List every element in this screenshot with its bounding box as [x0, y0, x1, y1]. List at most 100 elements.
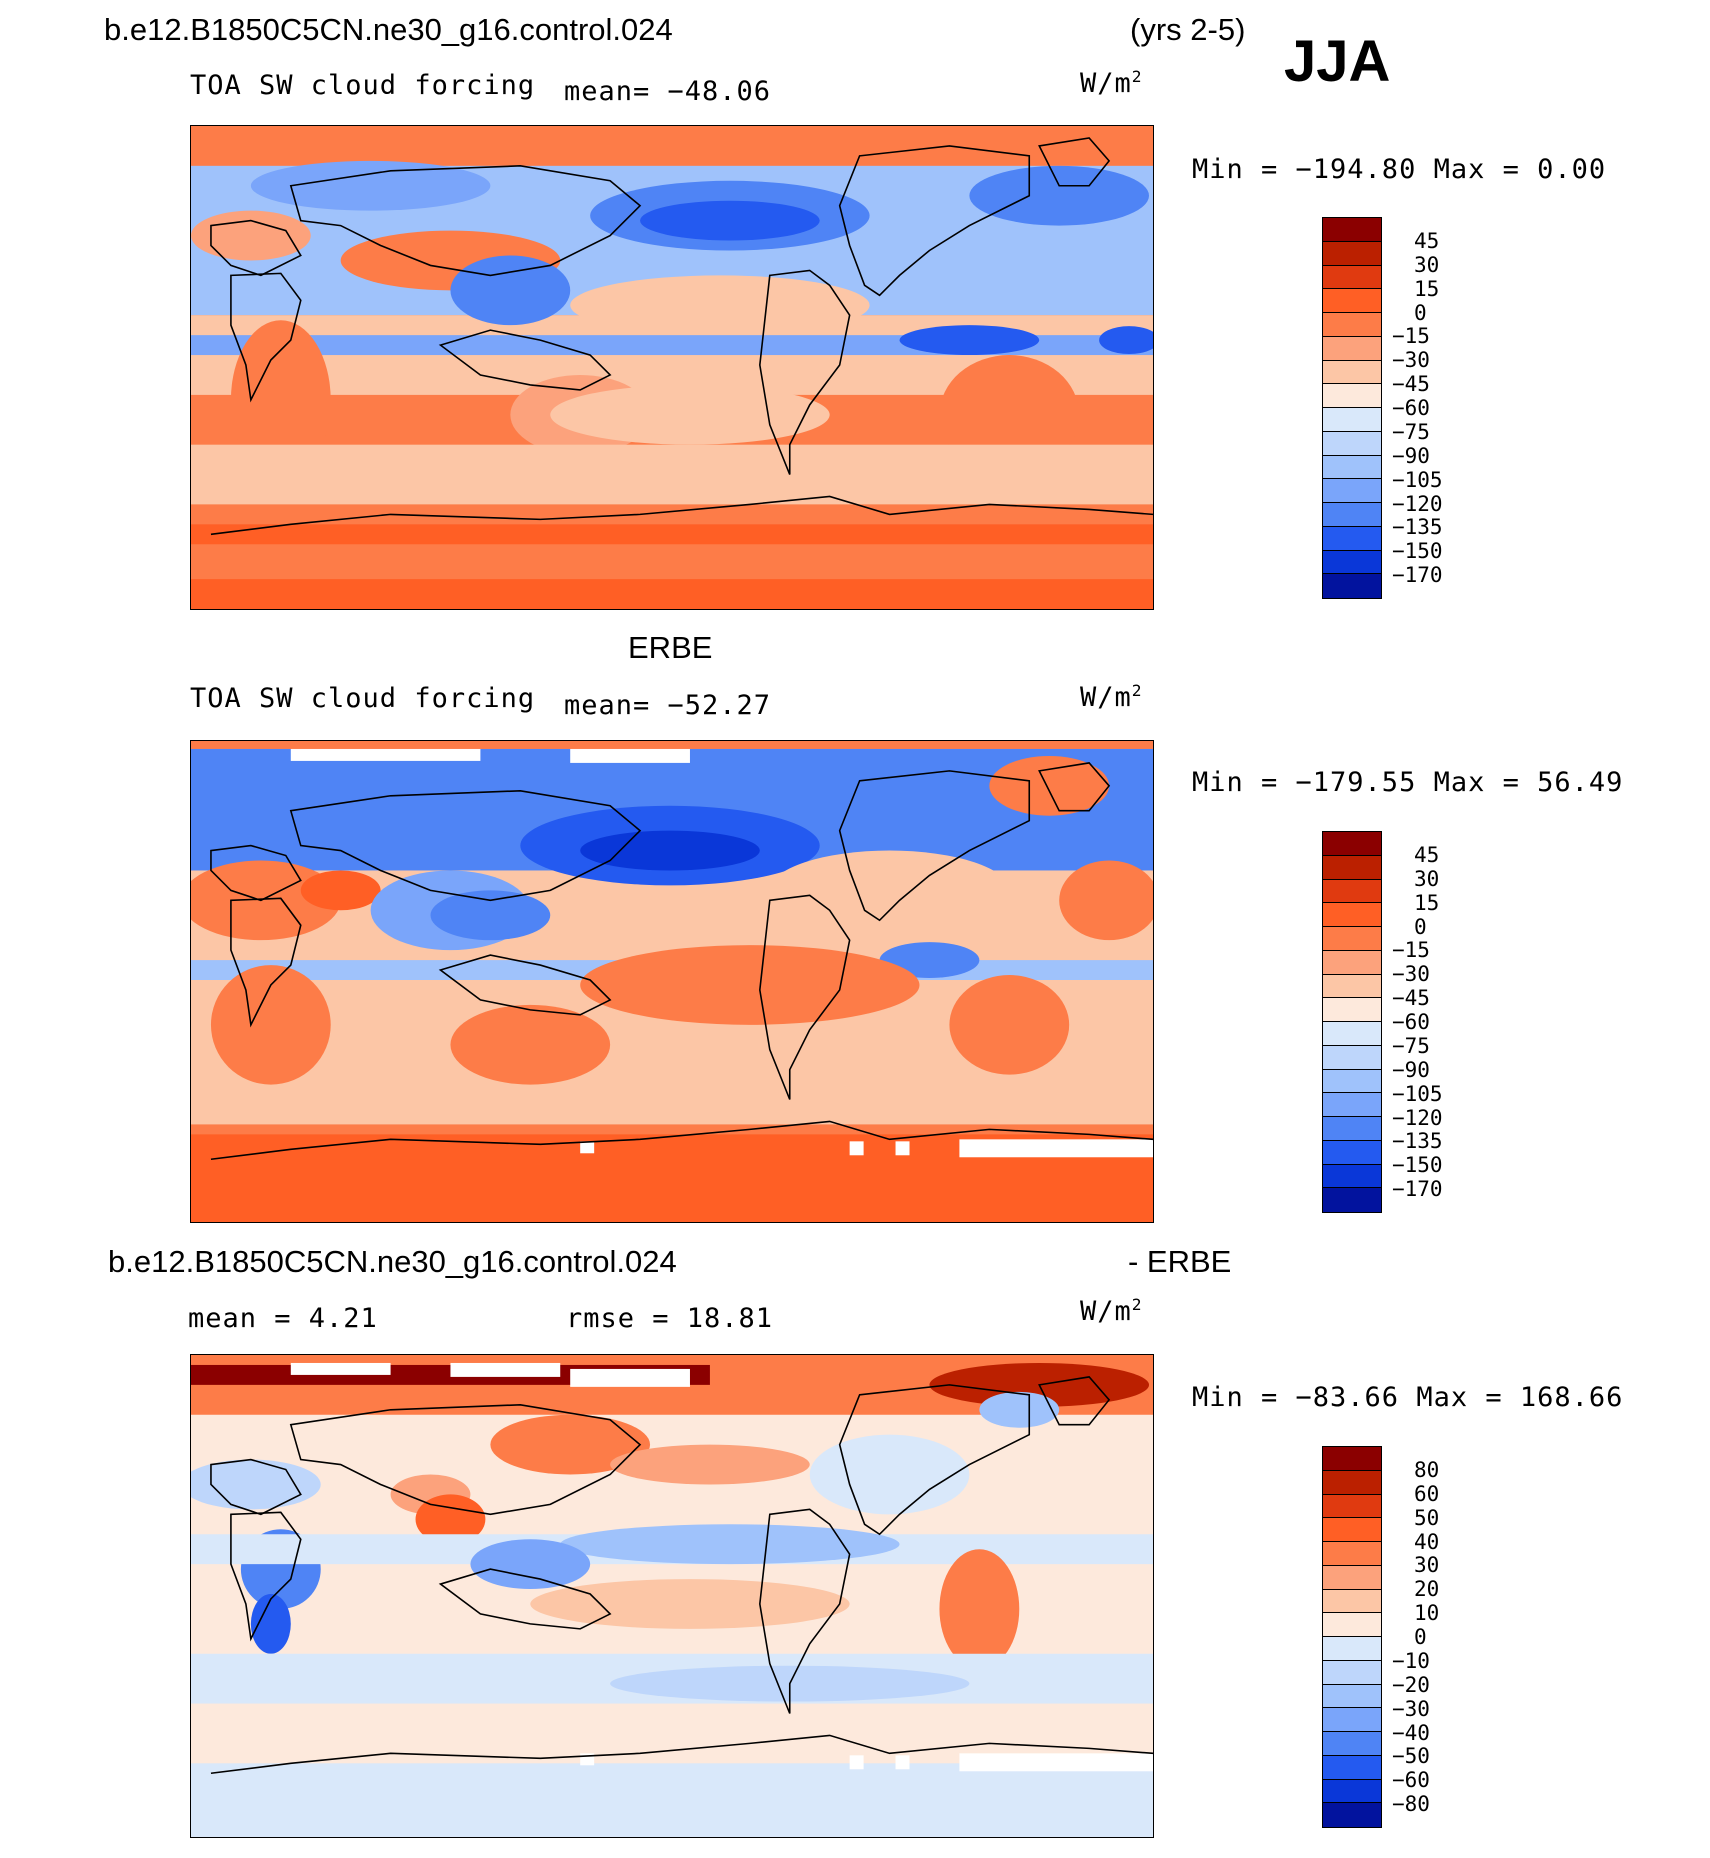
panel2-mean: mean= −52.27 [564, 690, 772, 721]
colorbar-level-label: 45 [1414, 228, 1440, 253]
panel1-colorbar-labels: 45 30 15 0 −15 −30 −45 −60 −75 −90 −105 −120 −135 −15… [1392, 217, 1512, 599]
colorbar-swatch [1323, 1779, 1381, 1804]
colorbar-level-label: −135 [1392, 1129, 1443, 1154]
colorbar-level-label: −45 [1392, 986, 1430, 1011]
colorbar-swatch [1323, 1164, 1381, 1189]
colorbar-level-label: −30 [1392, 1696, 1430, 1721]
colorbar-swatch [1323, 1660, 1381, 1685]
colorbar-level-label: 10 [1414, 1601, 1440, 1626]
colorbar-swatch [1323, 1684, 1381, 1709]
colorbar-swatch [1323, 903, 1381, 927]
colorbar-swatch [1323, 1732, 1381, 1756]
panel3-colorbar-labels: 80 60 50 40 30 20 10 0 −10 −20 −30 −40 −50 −60 −80 [1392, 1446, 1512, 1828]
diff-suffix: - ERBE [1128, 1244, 1232, 1279]
colorbar-level-label: 45 [1414, 842, 1440, 867]
colorbar-swatch [1323, 832, 1381, 856]
panel1-minmax: Min = −194.80 Max = 0.00 [1192, 154, 1607, 185]
colorbar-level-label: 15 [1414, 276, 1440, 301]
panel1-colorbar [1322, 217, 1382, 599]
panel3-minmax: Min = −83.66 Max = 168.66 [1192, 1382, 1624, 1413]
colorbar-swatch [1323, 1542, 1381, 1566]
colorbar-swatch [1323, 927, 1381, 951]
panel3-mean: mean = 4.21 [188, 1303, 378, 1334]
colorbar-swatch [1323, 1589, 1381, 1614]
colorbar-swatch [1323, 950, 1381, 975]
colorbar-swatch [1323, 384, 1381, 408]
colorbar-level-label: −60 [1392, 1768, 1430, 1793]
colorbar-level-label: 80 [1414, 1457, 1440, 1482]
colorbar-swatch [1323, 1708, 1381, 1732]
colorbar-swatch [1323, 1117, 1381, 1141]
colorbar-level-label: −30 [1392, 962, 1430, 987]
colorbar-swatch [1323, 479, 1381, 503]
panel2-colorbar [1322, 831, 1382, 1213]
colorbar-level-label: −120 [1392, 491, 1443, 516]
colorbar-swatch [1323, 574, 1381, 598]
colorbar-swatch [1323, 526, 1381, 551]
colorbar-swatch [1323, 455, 1381, 480]
years-label: (yrs 2-5) [1130, 12, 1246, 47]
colorbar-swatch [1323, 218, 1381, 242]
colorbar-swatch [1323, 408, 1381, 432]
panel2-minmax: Min = −179.55 Max = 56.49 [1192, 767, 1624, 798]
colorbar-swatch [1323, 313, 1381, 337]
colorbar-swatch [1323, 1613, 1381, 1637]
colorbar-level-label: 30 [1414, 252, 1440, 277]
colorbar-level-label: −15 [1392, 938, 1430, 963]
colorbar-level-label: 30 [1414, 866, 1440, 891]
colorbar-level-label: −60 [1392, 396, 1430, 420]
diff-case-title: b.e12.B1850C5CN.ne30_g16.control.024 [108, 1244, 677, 1279]
colorbar-level-label: −150 [1392, 539, 1443, 564]
colorbar-swatch [1323, 241, 1381, 266]
colorbar-swatch [1323, 360, 1381, 385]
colorbar-swatch [1323, 503, 1381, 527]
colorbar-level-label: 0 [1414, 1625, 1427, 1649]
colorbar-swatch [1323, 998, 1381, 1022]
colorbar-level-label: −80 [1392, 1792, 1430, 1817]
colorbar-swatch [1323, 1069, 1381, 1094]
colorbar-swatch [1323, 265, 1381, 290]
colorbar-level-label: 40 [1414, 1529, 1440, 1554]
panel2-map [190, 740, 1154, 1223]
colorbar-level-label: −30 [1392, 348, 1430, 373]
colorbar-swatch [1323, 1755, 1381, 1780]
panel1-units: W/m2 [1080, 67, 1143, 99]
colorbar-swatch [1323, 1565, 1381, 1590]
colorbar-swatch [1323, 1140, 1381, 1165]
colorbar-swatch [1323, 1470, 1381, 1495]
colorbar-swatch [1323, 550, 1381, 575]
colorbar-level-label: −170 [1392, 563, 1443, 588]
colorbar-swatch [1323, 431, 1381, 456]
colorbar-level-label: 60 [1414, 1481, 1440, 1506]
colorbar-swatch [1323, 1518, 1381, 1542]
panel2-field-label: TOA SW cloud forcing [190, 683, 536, 714]
panel2-colorbar-labels: 45 30 15 0 −15 −30 −45 −60 −75 −90 −105 −120 −135 −15… [1392, 831, 1512, 1213]
colorbar-level-label: −90 [1392, 1057, 1430, 1082]
colorbar-level-label: −40 [1392, 1720, 1430, 1745]
panel1-mean: mean= −48.06 [564, 76, 772, 107]
obs-title: ERBE [628, 630, 713, 665]
colorbar-level-label: 15 [1414, 890, 1440, 915]
colorbar-level-label: −20 [1392, 1672, 1430, 1697]
colorbar-level-label: −150 [1392, 1153, 1443, 1178]
colorbar-level-label: −105 [1392, 467, 1443, 492]
colorbar-level-label: −10 [1392, 1648, 1430, 1673]
colorbar-level-label: −50 [1392, 1744, 1430, 1769]
colorbar-swatch [1323, 1803, 1381, 1827]
case-title: b.e12.B1850C5CN.ne30_g16.control.024 [104, 12, 673, 47]
colorbar-level-label: −15 [1392, 324, 1430, 349]
colorbar-swatch [1323, 289, 1381, 313]
colorbar-level-label: −120 [1392, 1105, 1443, 1130]
panel3-rmse: rmse = 18.81 [566, 1303, 774, 1334]
colorbar-level-label: 0 [1414, 914, 1427, 939]
panel2-units: W/m2 [1080, 681, 1143, 713]
panel1-map [190, 125, 1154, 610]
season-label: JJA [1284, 29, 1391, 94]
colorbar-level-label: −170 [1392, 1177, 1443, 1202]
colorbar-level-label: −105 [1392, 1081, 1443, 1106]
colorbar-swatch [1323, 974, 1381, 999]
colorbar-level-label: 30 [1414, 1553, 1440, 1578]
colorbar-level-label: 0 [1414, 300, 1427, 325]
colorbar-level-label: 20 [1414, 1577, 1440, 1602]
panel1-field-label: TOA SW cloud forcing [190, 70, 536, 101]
